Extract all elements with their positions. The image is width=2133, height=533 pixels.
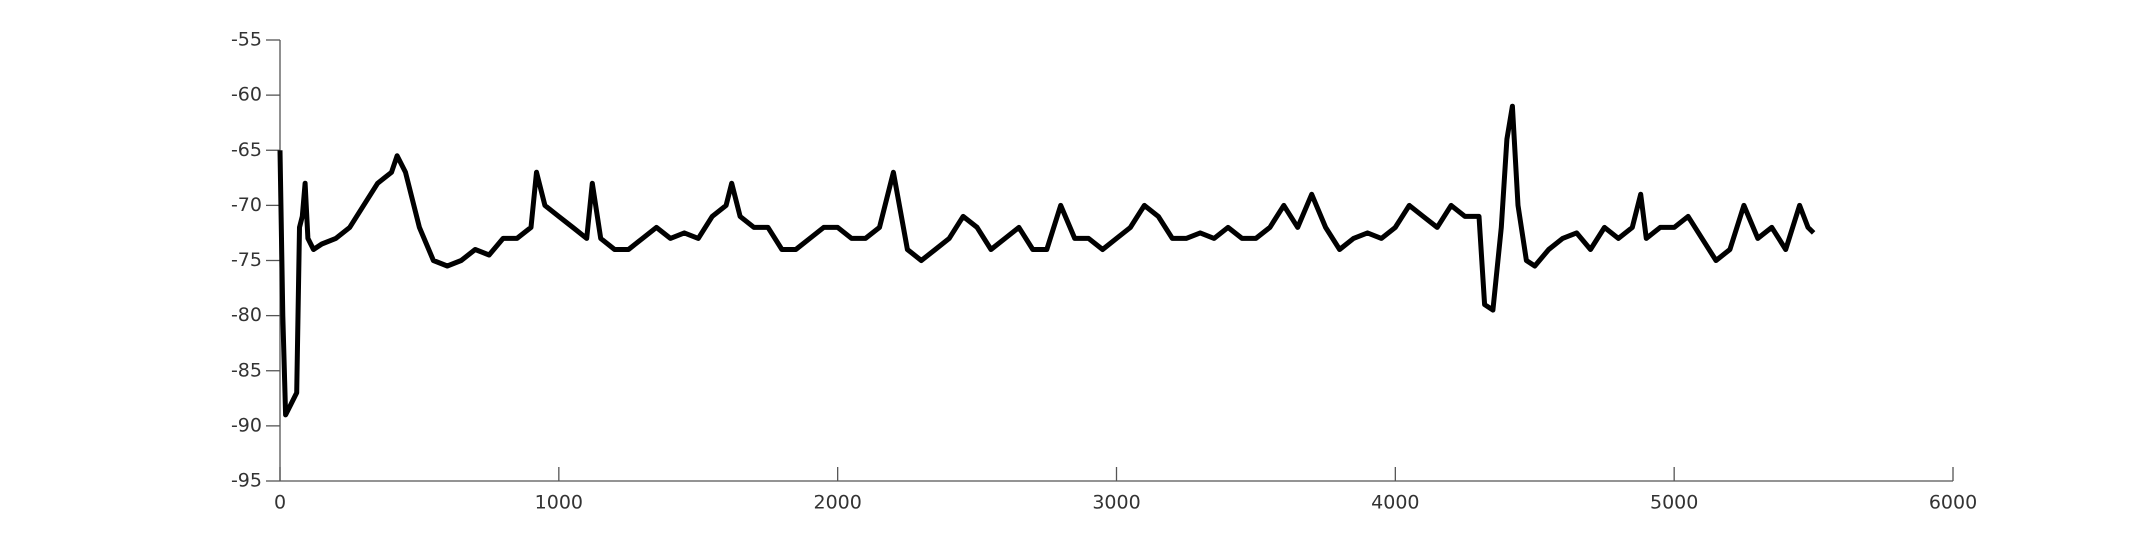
x-tick-label: 1000 [535,492,583,514]
x-tick-label: 0 [274,492,286,514]
y-tick-label: -85 [231,359,262,381]
x-tick-label: 3000 [1092,492,1140,514]
y-tick-label: -55 [231,29,262,51]
y-tick-label: -80 [231,304,262,326]
y-tick-label: -75 [231,249,262,271]
y-tick-label: -60 [231,84,262,106]
x-tick-label: 5000 [1650,492,1698,514]
y-tick-label: -65 [231,139,262,161]
x-tick-label: 6000 [1929,492,1977,514]
x-tick-label: 2000 [813,492,861,514]
y-tick-label: -90 [231,414,262,436]
data-line [277,103,1816,418]
x-tick-label: 4000 [1371,492,1419,514]
y-tick-label: -95 [231,470,262,492]
y-tick-label: -70 [231,194,262,216]
